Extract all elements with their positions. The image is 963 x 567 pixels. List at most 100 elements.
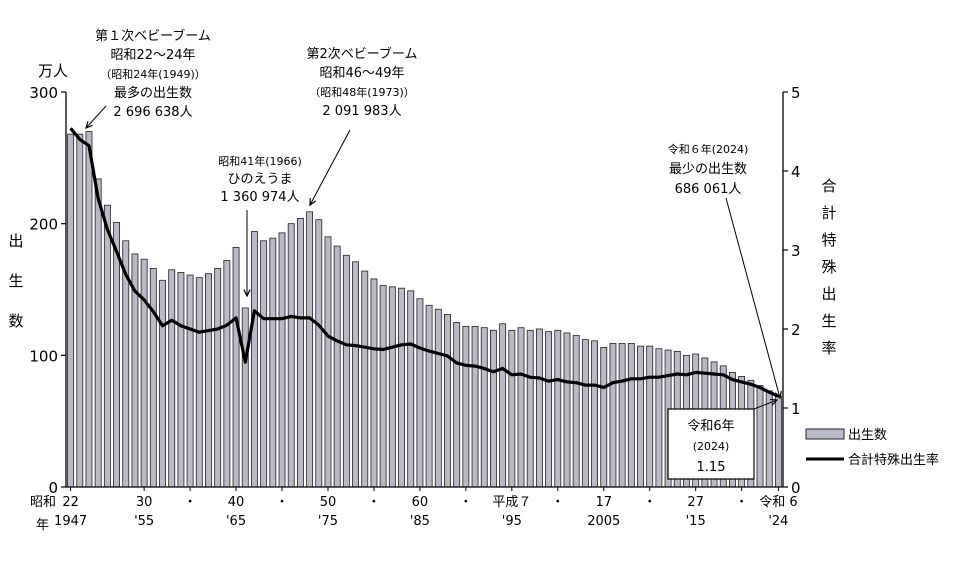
x-tick-label-top: ・ — [459, 495, 472, 510]
bar-1997 — [526, 329, 534, 488]
x-tick-label-bottom: '55 — [134, 514, 154, 529]
bar-1972 — [296, 217, 304, 488]
arrow-tfr — [753, 399, 778, 410]
right-tick-label: 1 — [791, 400, 801, 418]
bar-1968 — [260, 240, 268, 488]
bar-1958 — [168, 269, 176, 488]
arrow-hinoe-head — [243, 289, 251, 298]
bar-1999 — [545, 331, 553, 488]
bar-1980 — [370, 278, 378, 488]
bar-2003 — [581, 339, 589, 488]
anno-boom1-line5: 2 696 638人 — [113, 105, 192, 120]
annotation-min: 令和６年(2024) 最少の出生数 686 061人 — [668, 142, 749, 197]
left-tick-label: 300 — [29, 84, 58, 102]
x-tick-label-top: ・ — [551, 495, 564, 510]
x-tick-label-top: 平成７ — [492, 495, 531, 510]
bar-2024 — [774, 395, 782, 488]
x-tick-label-top: ・ — [367, 495, 380, 510]
anno-boom2-line3: （昭和48年(1973)） — [309, 85, 415, 99]
x-tick-label-top: 50 — [320, 495, 337, 510]
right-title-char: 合 — [821, 177, 836, 195]
x-tick-label-top: ・ — [643, 495, 656, 510]
x-tick-label-top: 27 — [687, 495, 704, 510]
legend-bar-swatch — [805, 428, 845, 440]
bar-1969 — [269, 237, 277, 488]
tfr-callout-frame — [667, 408, 755, 480]
bar-1989 — [453, 322, 461, 488]
x-tick-label-top: 30 — [136, 495, 153, 510]
bar-1979 — [361, 270, 369, 488]
bar-1995 — [508, 329, 516, 488]
bar-2001 — [563, 332, 571, 488]
bar-1971 — [287, 223, 295, 488]
x-tick-label-bottom: '15 — [686, 514, 706, 529]
anno-hinoe-line3: 1 360 974人 — [220, 190, 299, 205]
left-tick-label: 100 — [29, 347, 58, 365]
bar-1998 — [535, 328, 543, 488]
bar-1957 — [159, 279, 166, 488]
left-title-char: 生 — [8, 272, 23, 290]
right-tick-label: 3 — [791, 242, 801, 260]
bar-2007 — [618, 343, 626, 488]
bar-2008 — [627, 343, 635, 488]
arrow-boom1 — [85, 105, 107, 129]
legend: 出生数 合計特殊出生率 — [805, 428, 939, 468]
bar-2002 — [572, 335, 580, 488]
legend-bar-label: 出生数 — [848, 428, 887, 443]
bar-2022 — [756, 385, 764, 488]
right-tick-label: 0 — [791, 479, 801, 497]
tfr-callout-line1: 令和6年 — [687, 419, 734, 434]
bar-1948 — [76, 133, 84, 488]
annotation-arrows — [85, 105, 782, 410]
x-tick-label-bottom: '65 — [226, 514, 246, 529]
bar-2023 — [765, 390, 773, 488]
arrow-min-head — [774, 391, 782, 400]
bar-2004 — [591, 340, 598, 488]
anno-min-line3: 686 061人 — [675, 182, 742, 197]
tfr-callout-line3: 1.15 — [697, 460, 726, 475]
anno-boom2-line1: 第2次ベビーブーム — [306, 46, 417, 62]
right-axis-ticks: 0 1 2 3 4 5 — [783, 84, 801, 497]
right-title-char: 出 — [821, 285, 836, 303]
left-title-char: 出 — [8, 232, 23, 250]
bar-1973 — [306, 211, 314, 488]
bar-1962 — [205, 273, 212, 488]
bar-1964 — [223, 260, 231, 488]
anno-min-line2: 最少の出生数 — [669, 162, 747, 177]
bar-1992 — [480, 327, 488, 488]
x-tick-label-top: 60 — [412, 495, 429, 510]
bar-1983 — [398, 287, 405, 488]
bar-1959 — [177, 271, 185, 488]
x-era-label: 昭和 — [30, 495, 56, 510]
bar-1965 — [232, 246, 240, 488]
left-tick-label: 0 — [48, 479, 58, 497]
bar-1949 — [85, 131, 93, 488]
bar-1975 — [324, 236, 332, 488]
legend-line-label: 合計特殊出生率 — [848, 452, 939, 468]
line-series-tfr — [69, 127, 780, 398]
bar-1947 — [67, 133, 75, 488]
bar-1988 — [444, 314, 451, 488]
x-era-suffix: 年 — [36, 518, 49, 533]
bar-series — [67, 131, 782, 488]
bar-1978 — [352, 261, 359, 488]
x-tick-label-bottom: '24 — [768, 514, 788, 529]
right-tick-label: 2 — [791, 321, 801, 339]
arrow-boom1-head — [85, 121, 93, 130]
right-title-char: 計 — [821, 204, 836, 222]
bar-1982 — [388, 286, 396, 488]
x-tick-label-top: ・ — [276, 495, 289, 510]
bar-1991 — [471, 325, 479, 488]
bar-1984 — [407, 290, 415, 488]
bar-1967 — [251, 231, 258, 488]
bar-1985 — [416, 298, 424, 488]
bar-1993 — [490, 329, 497, 488]
axes — [65, 92, 784, 488]
arrow-boom2 — [309, 129, 351, 206]
bar-1990 — [462, 325, 470, 488]
annotation-hinoe: 昭和41年(1966) ひのえうま 1 360 974人 — [218, 154, 302, 205]
anno-hinoe-line1: 昭和41年(1966) — [218, 154, 302, 168]
